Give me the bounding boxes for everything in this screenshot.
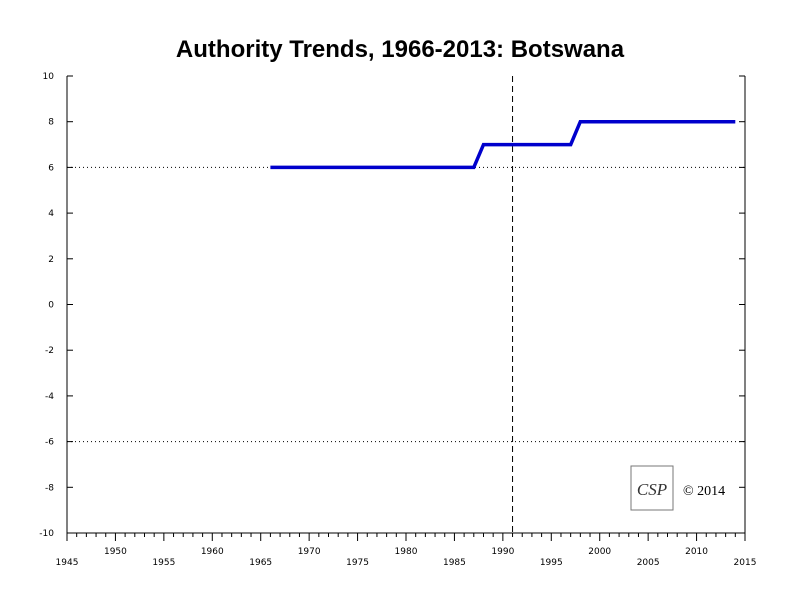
x-tick-label: 1980 (395, 547, 418, 557)
x-tick-label: 1970 (298, 547, 321, 557)
y-tick-label: 2 (48, 255, 54, 265)
series-line-1 (270, 119, 736, 170)
x-tick-label: 2010 (685, 547, 708, 557)
y-tick-label: -4 (45, 392, 54, 402)
y-tick-label: -8 (45, 483, 54, 493)
x-tick-label: 1955 (152, 558, 175, 568)
x-tick-label: 1985 (443, 558, 466, 568)
x-tick-label: 2005 (637, 558, 660, 568)
series-group (270, 119, 736, 170)
axes: 10 8 6 4 2 0 -2 -4 -6 -8 -10 1950 1960 1970 1980 1990 20… (39, 72, 756, 568)
logo-badge: CSP (630, 465, 674, 511)
y-tick-label: -2 (45, 346, 54, 356)
y-tick-label: 10 (43, 72, 55, 82)
chart-title: Authority Trends, 1966-2013: Botswana (175, 36, 625, 63)
x-tick-label: 1960 (201, 547, 224, 557)
x-tick-label: 2015 (734, 558, 757, 568)
y-tick-label: 0 (48, 301, 54, 311)
x-tick-label: 2000 (588, 547, 611, 557)
y-tick-label: -6 (45, 438, 54, 448)
reference-lines (67, 76, 745, 533)
y-tick-label: -10 (39, 529, 54, 539)
y-tick-label: 8 (48, 118, 54, 128)
x-tick-label: 1945 (56, 558, 79, 568)
x-tick-label: 1995 (540, 558, 563, 568)
x-tick-label: 1990 (491, 547, 514, 557)
x-tick-label: 1965 (249, 558, 272, 568)
x-tick-label: 1975 (346, 558, 369, 568)
y-tick-label: 6 (48, 163, 54, 173)
copyright-text: © 2014 (683, 484, 725, 499)
y-tick-label: 4 (48, 209, 54, 219)
x-tick-label: 1950 (104, 547, 127, 557)
logo-text: CSP (637, 480, 667, 499)
